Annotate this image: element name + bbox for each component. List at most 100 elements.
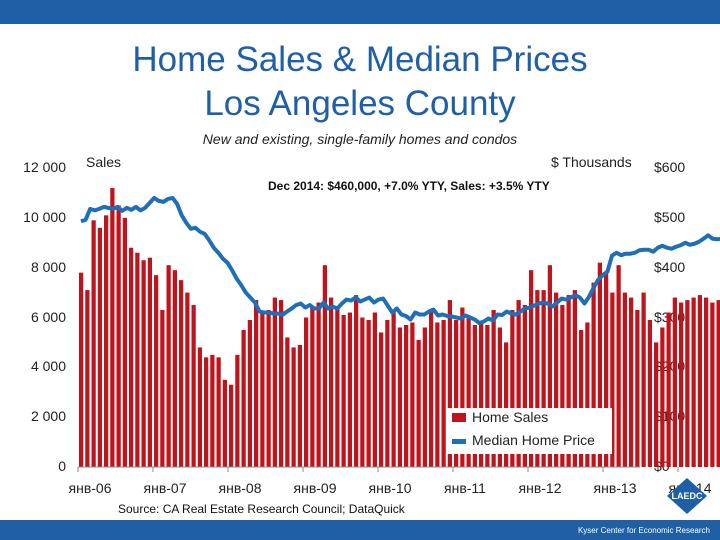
sales-bar	[391, 312, 396, 467]
x-tick-label: янв-11	[444, 480, 486, 496]
sales-bar	[591, 282, 596, 467]
sales-bar	[597, 262, 602, 467]
left-tick-label: 8 000	[30, 258, 66, 275]
legend-swatch-bars	[452, 413, 466, 422]
sales-bar	[472, 324, 477, 467]
sales-bar	[135, 252, 140, 467]
sales-bar	[129, 247, 134, 467]
sales-bar	[491, 310, 496, 467]
sales-bar	[604, 272, 609, 467]
sales-bar	[347, 312, 352, 467]
sales-bar	[647, 319, 652, 467]
title-line-1: Home Sales & Median Prices	[132, 40, 588, 79]
sales-bar	[404, 324, 409, 467]
sales-bar	[554, 292, 559, 467]
sales-bar	[222, 379, 227, 467]
sales-bar	[216, 357, 221, 467]
median-price-line	[80, 195, 720, 325]
sales-bar	[229, 384, 234, 467]
sales-bar	[285, 337, 290, 467]
sales-bar	[422, 327, 427, 467]
x-tick-label: янв-12	[519, 480, 562, 496]
sales-bar	[241, 329, 246, 467]
sales-bar	[641, 292, 646, 467]
sales-bar	[654, 342, 659, 467]
sales-bar	[110, 187, 115, 467]
sales-bar	[329, 297, 334, 467]
sales-bar	[104, 215, 109, 467]
sales-bar	[460, 307, 465, 467]
sales-bar	[710, 302, 715, 467]
x-tick-label: янв-08	[219, 480, 262, 496]
bottom-accent-bar	[0, 520, 720, 540]
sales-bar	[435, 322, 440, 467]
laedc-logo: LAEDC	[667, 478, 707, 514]
source-note: Source: CA Real Estate Research Council;…	[118, 502, 405, 516]
sales-bar	[172, 270, 177, 467]
sales-bar	[204, 357, 209, 467]
sales-bar	[541, 290, 546, 467]
sales-bar	[97, 227, 102, 467]
sales-bar	[397, 327, 402, 467]
sales-bar	[697, 295, 702, 467]
sales-bar	[679, 302, 684, 467]
logo-text: LAEDC	[672, 491, 703, 501]
sales-bar	[310, 307, 315, 467]
sales-bar	[147, 257, 152, 467]
left-tick-label: 12 000	[23, 159, 66, 175]
sales-bar	[372, 312, 377, 467]
chart-subtitle: New and existing, single-family homes an…	[202, 131, 518, 147]
right-tick-label: $400	[654, 258, 686, 275]
sales-bar	[454, 319, 459, 467]
sales-bar	[629, 297, 634, 467]
sales-bar	[360, 317, 365, 467]
sales-bar	[379, 332, 384, 467]
sales-bar	[479, 322, 484, 467]
legend-swatch-line	[452, 439, 466, 444]
sales-bar	[610, 292, 615, 467]
sales-bar	[635, 310, 640, 467]
right-tick-label: $600	[654, 159, 686, 175]
x-tick-label: янв-06	[69, 480, 112, 496]
x-tick-label: янв-10	[369, 480, 412, 496]
title-line-2: Los Angeles County	[204, 84, 516, 123]
sales-bar	[504, 342, 509, 467]
legend: Home Sales Median Home Price	[446, 408, 612, 454]
left-tick-label: 6 000	[30, 308, 66, 325]
sales-bar	[522, 305, 527, 467]
right-tick-label: $500	[654, 208, 686, 225]
sales-bar	[341, 315, 346, 467]
sales-bar	[79, 272, 84, 467]
sales-bar	[466, 317, 471, 467]
sales-bar	[91, 220, 96, 467]
sales-bar	[566, 295, 571, 467]
sales-bar	[141, 260, 146, 467]
chart-title: Home Sales & Median Prices Los Angeles C…	[0, 38, 720, 126]
sales-bar	[497, 327, 502, 467]
sales-bar	[622, 292, 627, 467]
sales-bar	[441, 319, 446, 467]
top-accent-bar	[0, 0, 720, 24]
sales-bar	[122, 217, 127, 467]
left-tick-label: 4 000	[30, 358, 66, 375]
left-axis-label: Sales	[86, 154, 122, 170]
sales-bar	[691, 297, 696, 467]
sales-bar	[272, 297, 277, 467]
sales-bar	[166, 265, 171, 467]
sales-bar	[560, 305, 565, 467]
sales-bar	[179, 280, 184, 468]
x-tick-label: янв-09	[294, 480, 337, 496]
sales-bar	[716, 300, 720, 467]
sales-bar	[447, 300, 452, 467]
sales-bar	[685, 300, 690, 467]
sales-bar	[416, 339, 421, 467]
sales-bar	[316, 302, 321, 467]
sales-bar	[510, 310, 515, 467]
sales-bar	[235, 354, 240, 468]
x-tick-label: янв-07	[144, 480, 187, 496]
sales-bar	[185, 292, 190, 467]
sales-bar	[385, 319, 390, 467]
sales-bar	[585, 322, 590, 467]
sales-bar	[254, 300, 259, 467]
